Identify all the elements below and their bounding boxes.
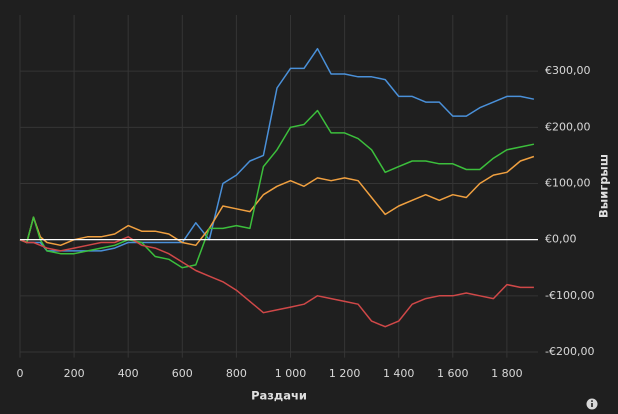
x-tick-label: 800 (226, 367, 247, 380)
x-axis-title: Раздачи (251, 389, 307, 403)
x-tick-label: 1 000 (275, 367, 307, 380)
y-tick-label: €300,00 (545, 64, 591, 77)
x-tick-label: 1 600 (437, 367, 469, 380)
x-tick-label: 1 800 (491, 367, 523, 380)
info-icon[interactable] (586, 398, 598, 410)
x-tick-label: 200 (64, 367, 85, 380)
y-tick-label: -€200,00 (545, 345, 594, 358)
x-tick-label: 0 (17, 367, 24, 380)
y-tick-label: -€100,00 (545, 289, 594, 302)
x-tick-label: 600 (172, 367, 193, 380)
series-line (19, 236, 534, 328)
y-tick-label: €100,00 (545, 176, 591, 189)
x-tick-label: 400 (118, 367, 139, 380)
y-tick-label: €0,00 (545, 233, 577, 246)
y-axis-title: Выигрыш (597, 154, 611, 218)
series-line (19, 109, 535, 269)
series-line (19, 47, 535, 252)
y-tick-label: €200,00 (545, 120, 591, 133)
series-line (19, 155, 535, 247)
x-tick-label: 1 200 (329, 367, 361, 380)
x-tick-label: 1 400 (383, 367, 415, 380)
